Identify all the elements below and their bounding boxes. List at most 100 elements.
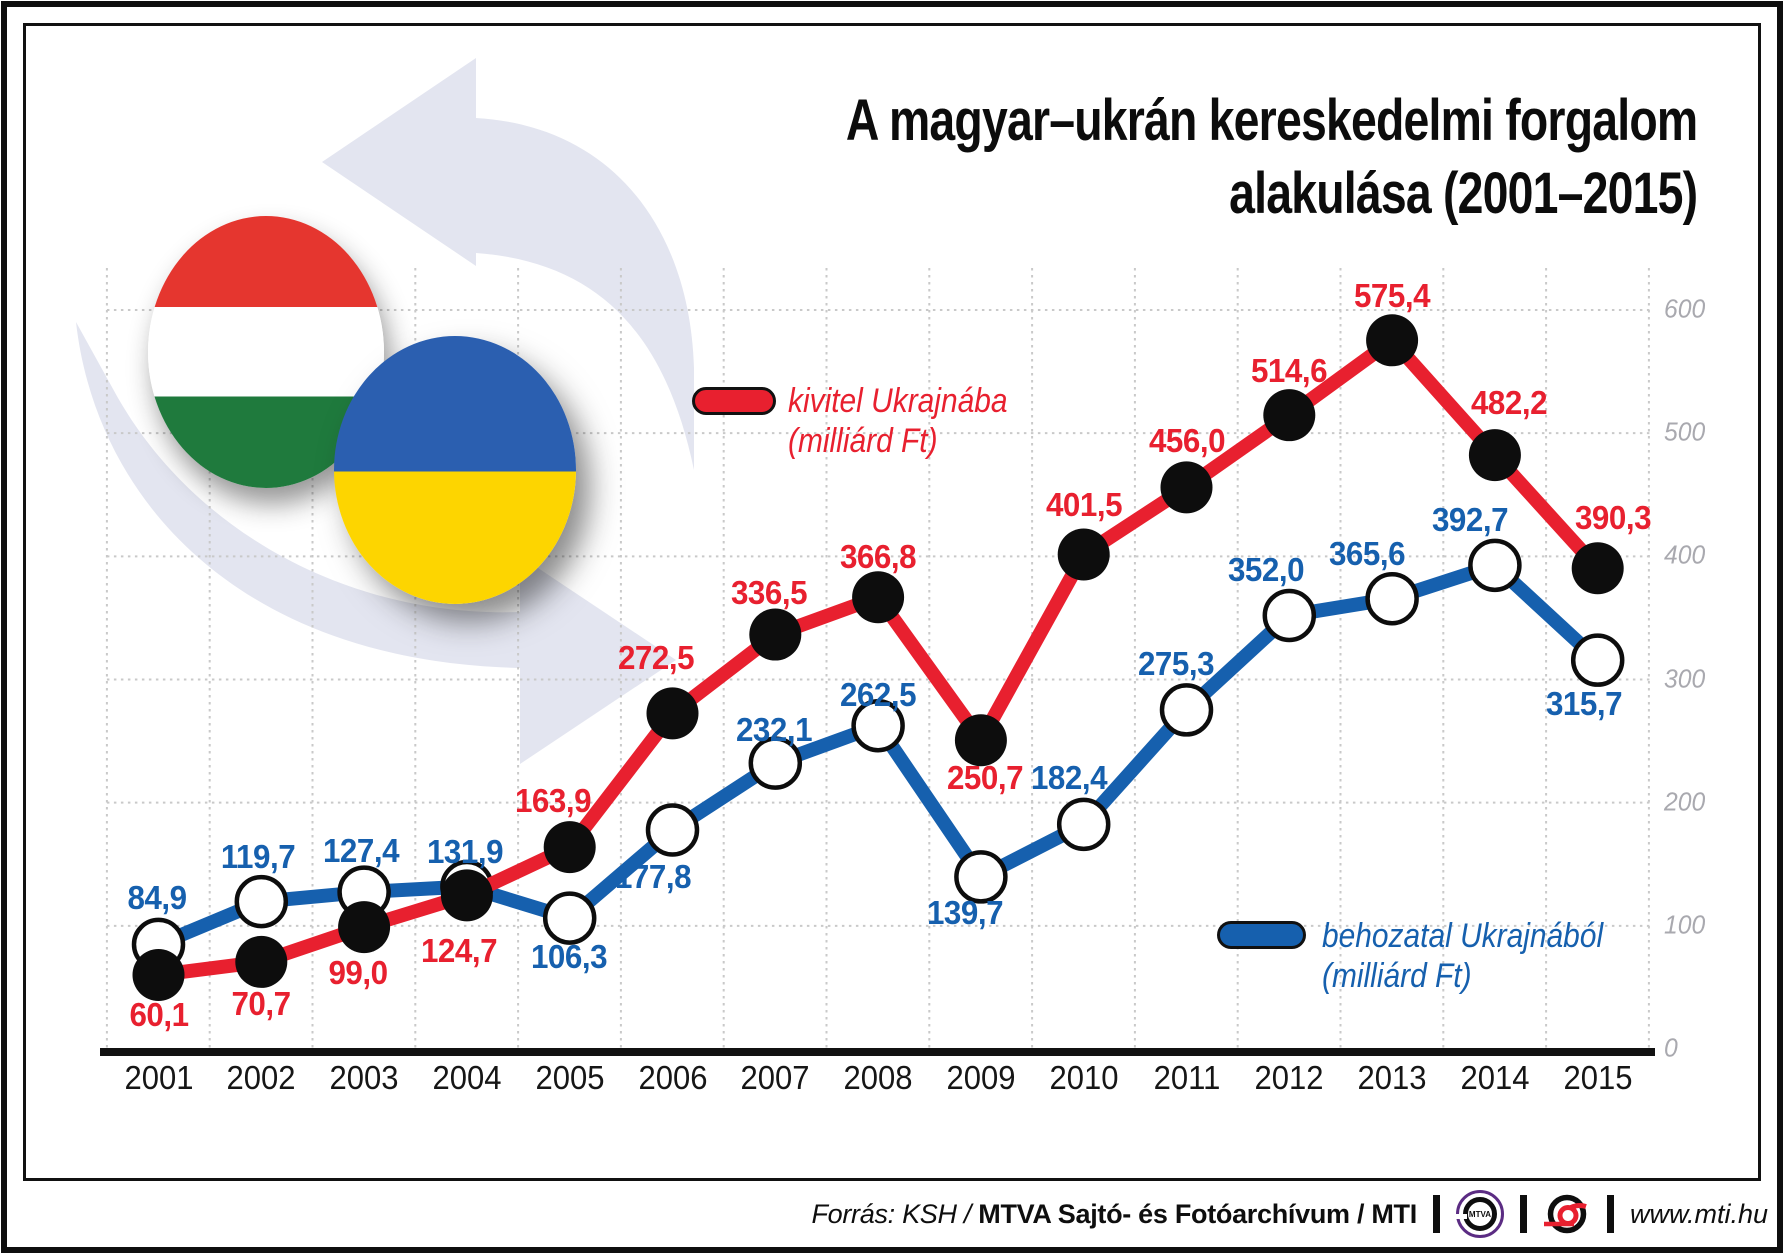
- title-line-2: alakulása (2001–2015): [1228, 161, 1698, 226]
- export-point: [1160, 461, 1213, 514]
- import-point: [851, 698, 905, 753]
- export-point: [543, 821, 596, 874]
- export-value-label: 163,9: [514, 782, 592, 820]
- import-value-label: 177,8: [614, 858, 691, 895]
- export-value-label: 60,1: [128, 995, 189, 1033]
- x-axis-year-label: 2006: [637, 1059, 708, 1096]
- export-point: [440, 869, 493, 922]
- footer: Forrás: KSH / MTVA Sajtó- és Fotóarchívu…: [811, 1188, 1768, 1240]
- x-axis-year-label: 2010: [1049, 1059, 1119, 1096]
- y-axis-tick-label: 400: [1664, 539, 1706, 570]
- import-point: [954, 850, 1008, 904]
- import-value-label: 182,4: [1030, 759, 1108, 797]
- x-axis-year-label: 2003: [329, 1059, 399, 1096]
- export-value-label: 575,4: [1354, 277, 1431, 315]
- export-point: [954, 714, 1007, 767]
- export-point: [852, 571, 905, 624]
- footer-divider: [1519, 1195, 1527, 1233]
- y-axis-tick-label: 500: [1664, 416, 1706, 447]
- export-value-label: 99,0: [328, 954, 389, 992]
- y-axis-tick-label: 600: [1664, 293, 1706, 324]
- export-point: [132, 948, 185, 1001]
- x-axis-year-label: 2004: [432, 1059, 502, 1096]
- import-value-label: 119,7: [221, 837, 296, 875]
- x-axis-year-label: 2002: [226, 1059, 296, 1096]
- import-value-label: 106,3: [530, 938, 608, 976]
- export-point: [1571, 542, 1624, 595]
- x-axis-year-label: 2007: [740, 1059, 810, 1096]
- x-axis-year-label: 2015: [1563, 1059, 1633, 1096]
- export-point: [1057, 528, 1110, 581]
- export-point: [749, 608, 802, 661]
- x-axis-year-label: 2005: [535, 1059, 605, 1096]
- export-point: [1468, 429, 1521, 482]
- import-value-label: 315,7: [1545, 685, 1623, 723]
- import-value-label: 232,1: [736, 711, 813, 749]
- exchange-arrow-top: [322, 58, 694, 470]
- export-value-label: 456,0: [1148, 422, 1225, 460]
- export-point: [338, 901, 391, 954]
- export-value-label: 124,7: [420, 932, 498, 970]
- export-value-label: 70,7: [231, 984, 292, 1022]
- footer-divider: [1432, 1195, 1440, 1233]
- exchange-arrow-bottom: [76, 322, 676, 764]
- export-value-label: 336,5: [731, 573, 808, 611]
- x-axis-year-label: 2011: [1153, 1059, 1220, 1096]
- mti-url: www.mti.hu: [1629, 1198, 1768, 1229]
- export-legend-swatch: [692, 387, 776, 415]
- import-point: [1056, 797, 1111, 852]
- y-axis-tick-label: 200: [1664, 786, 1706, 817]
- export-value-label: 250,7: [946, 759, 1024, 797]
- y-axis-tick-label: 300: [1664, 663, 1706, 693]
- import-value-label: 262,5: [840, 675, 917, 713]
- title-line-1: A magyar–ukrán kereskedelmi forgalom: [845, 88, 1698, 153]
- import-value-label: 84,9: [126, 879, 187, 917]
- export-value-label: 272,5: [617, 639, 694, 677]
- footer-divider: [1606, 1195, 1614, 1233]
- x-axis-year-label: 2012: [1254, 1059, 1324, 1096]
- import-point: [645, 803, 700, 857]
- y-axis-tick-label: 100: [1664, 909, 1706, 940]
- export-point: [1263, 389, 1316, 442]
- mti-logo-icon: [1543, 1194, 1587, 1234]
- x-axis-year-label: 2014: [1460, 1059, 1530, 1096]
- export-value-label: 482,2: [1470, 384, 1548, 422]
- export-point: [646, 687, 699, 740]
- import-value-label: 275,3: [1137, 644, 1214, 682]
- export-value-label: 390,3: [1574, 499, 1652, 537]
- import-point: [748, 736, 803, 790]
- import-value-label: 131,9: [426, 832, 504, 870]
- grid: [105, 268, 1650, 1049]
- import-legend-swatch: [1217, 921, 1306, 949]
- import-point: [542, 891, 597, 945]
- import-value-label: 365,6: [1329, 534, 1406, 572]
- import-point: [234, 874, 289, 929]
- mtva-logo-icon: MTVA: [1454, 1190, 1504, 1238]
- x-axis-year-label: 2001: [123, 1059, 194, 1096]
- x-axis-year-label: 2009: [946, 1059, 1016, 1096]
- page-title: A magyar–ukrán kereskedelmi forgalom ala…: [845, 84, 1698, 230]
- export-point: [235, 935, 288, 988]
- import-point: [1570, 633, 1625, 687]
- import-point: [1262, 588, 1317, 643]
- export-value-label: 366,8: [840, 538, 917, 576]
- source-credit: Forrás: KSH / MTVA Sajtó- és Fotóarchívu…: [811, 1198, 1417, 1229]
- import-value-label: 127,4: [323, 832, 400, 870]
- export-point: [1366, 314, 1419, 367]
- x-axis-year-label: 2013: [1357, 1059, 1427, 1096]
- export-legend-label: kivitel Ukrajnába (milliárd Ft): [788, 382, 1008, 460]
- x-axis-year-label: 2008: [843, 1059, 913, 1096]
- y-axis-tick-label: 0: [1664, 1032, 1678, 1063]
- import-legend-label: behozatal Ukrajnából (milliárd Ft): [1322, 917, 1604, 995]
- export-value-label: 514,6: [1251, 352, 1328, 390]
- ukraine-flag-icon: [334, 336, 576, 604]
- import-value-label: 392,7: [1431, 501, 1509, 539]
- import-point: [1468, 538, 1522, 593]
- import-point: [1365, 571, 1419, 626]
- import-point: [1159, 683, 1214, 737]
- import-value-label: 352,0: [1228, 551, 1305, 589]
